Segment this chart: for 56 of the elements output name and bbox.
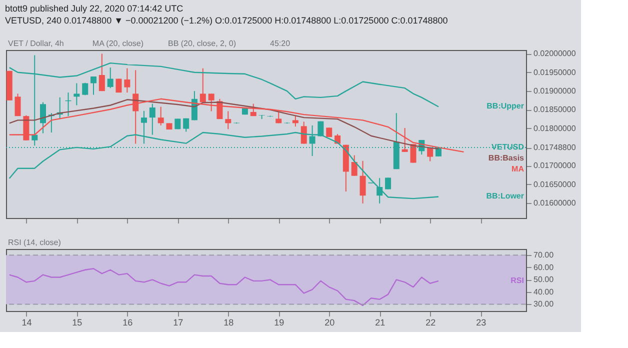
text: VET / Dollar, 4h	[8, 39, 64, 48]
line-series	[8, 268, 440, 306]
x-tick-label: 17	[173, 318, 184, 328]
y-tick-label: 40.00	[534, 287, 554, 296]
x-tick-label: 18	[224, 318, 234, 328]
candlestick	[116, 78, 122, 94]
y-tick-label: 60.00	[534, 262, 554, 272]
candlestick	[360, 160, 366, 204]
candlestick	[385, 177, 392, 190]
y-tick-label: 0.01850000	[534, 105, 576, 114]
y-tick-label: 0.01800000	[534, 124, 576, 133]
candlestick	[225, 110, 232, 130]
candlestick	[351, 154, 358, 176]
y-tick-label: 0.01600000	[534, 198, 576, 208]
text: 45:20	[270, 39, 291, 48]
y-tick-label: 50.00	[534, 275, 554, 284]
y-tick-label: 0.01748800	[534, 143, 576, 152]
text: BB:Basis	[488, 154, 525, 163]
candlestick	[107, 67, 114, 89]
candlestick	[292, 116, 298, 128]
x-tick-label: 16	[122, 318, 133, 328]
candlestick	[326, 127, 332, 138]
candlestick	[158, 106, 164, 126]
chart-subtitle: VETUSD, 240 0.01748800 ▼ −0.00021200 (−1.2%) O:0.01725000 H:0.01748800 L:0.01725000 C:0.01748800	[5, 16, 448, 26]
x-tick-label: 22	[426, 318, 436, 328]
text: BB:Lower	[486, 192, 524, 201]
candlestick	[183, 118, 190, 132]
text: MA (20, close)	[92, 39, 144, 48]
x-tick-label: 20	[324, 318, 335, 328]
text: BB:Upper	[486, 102, 524, 111]
y-tick-label: 0.01900000	[534, 86, 576, 96]
x-tick-label: 23	[476, 318, 486, 328]
x-tick-label: 15	[72, 318, 82, 328]
text: RSI (14, close)	[8, 238, 62, 247]
chart-title: btott9 published July 22, 2020 07:14:42 UTC	[5, 4, 184, 14]
candlestick	[74, 82, 80, 106]
x-tick-label: 19	[274, 318, 284, 328]
y-tick-label: 0.01650000	[534, 180, 576, 189]
text: BB (20, close, 2, 0)	[168, 39, 236, 48]
y-tick-label: 0.01700000	[534, 161, 576, 170]
candlestick	[250, 103, 256, 117]
y-tick-label: 0.02000000	[534, 49, 576, 58]
y-tick-label: 0.01950000	[534, 68, 576, 77]
candlestick	[149, 103, 156, 136]
candlestick	[300, 121, 307, 144]
x-tick-label: 21	[375, 318, 386, 328]
y-tick-label: 70.00	[534, 250, 554, 260]
x-tick-label: 14	[22, 318, 32, 328]
y-tick-label: 30.00	[534, 300, 554, 309]
text: RSI	[510, 276, 524, 285]
candlestick	[14, 93, 21, 117]
candlestick	[124, 68, 130, 94]
text: MA	[512, 164, 524, 174]
candlestick	[98, 53, 105, 92]
candlestick	[40, 102, 46, 134]
candlestick	[90, 76, 96, 96]
